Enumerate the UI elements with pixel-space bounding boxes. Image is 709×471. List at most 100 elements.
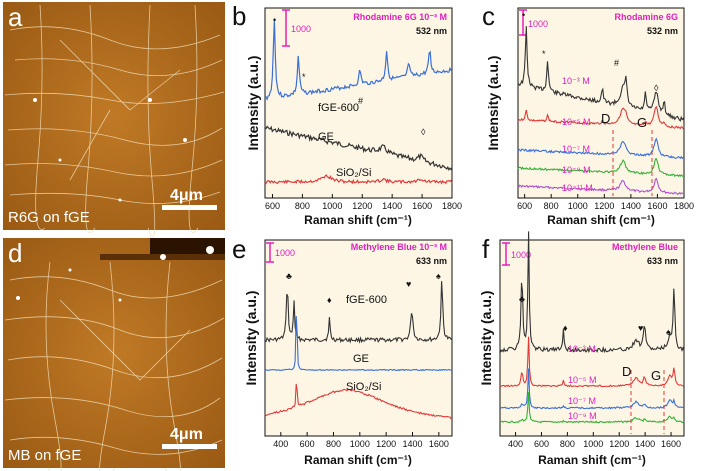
series-label-e-fge600: fGE-600 bbox=[346, 294, 387, 306]
chart-panel-b: b Rhodamine 6G 10⁻³ M 532 nm 1000 fGE-60… bbox=[232, 1, 462, 227]
x-tick-label-e-6: 1600 bbox=[429, 439, 449, 449]
peak-label-e-3: ♠ bbox=[436, 271, 441, 281]
band-label-f-d: D bbox=[622, 364, 631, 379]
x-tick-label-b-0: 600 bbox=[265, 201, 280, 211]
peak-label-f-3: ♠ bbox=[666, 327, 671, 337]
scale-bar-d bbox=[162, 444, 217, 449]
afm-dark-band-d bbox=[150, 238, 225, 254]
afm-particles-a bbox=[33, 98, 187, 202]
x-tick-label-c-3: 1200 bbox=[594, 201, 614, 211]
band-label-f-g: G bbox=[651, 368, 661, 383]
series-label-e-sio2: SiO₂/Si bbox=[346, 381, 381, 393]
wavelength-c: 532 nm bbox=[647, 26, 678, 36]
peak-label-b-1: * bbox=[302, 72, 306, 82]
y-axis-title-f: Intensity (a.u.) bbox=[478, 291, 494, 386]
conc-label-c-4: 10⁻¹¹ M bbox=[562, 183, 593, 193]
plot-area-c bbox=[517, 7, 685, 199]
x-tick-label-c-4: 1400 bbox=[621, 201, 641, 211]
peak-label-f-0: ♣ bbox=[519, 294, 525, 304]
series-f-1e-5 bbox=[499, 336, 685, 388]
caption-a: R6G on fGE bbox=[8, 209, 90, 226]
panel-letter-b: b bbox=[232, 1, 246, 31]
series-f-1e-3 bbox=[499, 231, 685, 354]
x-axis-title-b: Raman shift (cm⁻¹) bbox=[304, 213, 412, 227]
x-tick-label-c-1: 800 bbox=[544, 201, 559, 211]
wavelength-e: 633 nm bbox=[416, 256, 447, 266]
conc-label-c-3: 10⁻⁹ M bbox=[562, 165, 591, 175]
peak-label-e-2: ♥ bbox=[406, 279, 411, 289]
afm-particles-d bbox=[16, 246, 214, 302]
chart-panel-f: f Methylene Blue 633 nm 1000 10⁻³ M 10⁻⁵… bbox=[478, 231, 685, 467]
x-axis-c: 600 800 1000 1200 1400 1600 1800 bbox=[517, 194, 694, 211]
x-tick-label-c-6: 1800 bbox=[674, 201, 694, 211]
series-label-b-ge: GE bbox=[318, 131, 334, 143]
x-tick-label-c-2: 1000 bbox=[568, 201, 588, 211]
x-axis-title-e: Raman shift (cm⁻¹) bbox=[304, 453, 412, 467]
afm-wrinkles-d bbox=[4, 261, 225, 471]
afm-panel-d: d 4μm MB on fGE bbox=[3, 238, 225, 471]
x-tick-label-c-5: 1600 bbox=[647, 201, 667, 211]
series-c-1e-9 bbox=[517, 158, 684, 178]
series-label-b-fge600: fGE-600 bbox=[318, 102, 359, 114]
scale-value-e: 1000 bbox=[275, 248, 295, 258]
x-tick-label-b-1: 800 bbox=[295, 201, 310, 211]
y-axis-title-c: Intensity (a.u.) bbox=[485, 56, 501, 151]
scale-value-f: 1000 bbox=[511, 250, 531, 260]
x-tick-label-b-4: 1400 bbox=[382, 201, 402, 211]
peak-label-c-0: • bbox=[522, 10, 525, 20]
conc-label-f-2: 10⁻⁷ M bbox=[568, 396, 596, 406]
title-b: Rhodamine 6G 10⁻³ M bbox=[353, 12, 447, 22]
x-axis-f: 400 600 800 1000 1200 1400 1600 bbox=[508, 432, 681, 449]
x-tick-label-f-3: 1000 bbox=[583, 439, 603, 449]
conc-label-f-1: 10⁻⁵ M bbox=[568, 375, 597, 385]
x-tick-label-c-0: 600 bbox=[517, 201, 532, 211]
scale-text-a: 4μm bbox=[170, 187, 203, 204]
plot-area-b bbox=[264, 7, 453, 199]
peak-label-b-0: • bbox=[273, 15, 276, 25]
series-f-1e-7 bbox=[499, 368, 685, 410]
series-b-ge bbox=[264, 125, 453, 171]
scale-value-b: 1000 bbox=[291, 24, 311, 34]
series-c-1e-7 bbox=[517, 137, 685, 160]
peak-label-b-3: ◊ bbox=[421, 127, 426, 137]
panel-letter-f: f bbox=[482, 234, 490, 264]
x-axis-b: 600 800 1000 1200 1400 1600 1800 bbox=[265, 194, 462, 211]
panel-letter-e: e bbox=[232, 234, 246, 264]
x-tick-label-b-2: 1000 bbox=[322, 201, 342, 211]
x-tick-label-b-3: 1200 bbox=[352, 201, 372, 211]
x-tick-label-f-2: 800 bbox=[560, 439, 575, 449]
x-tick-label-e-5: 1400 bbox=[402, 439, 422, 449]
series-c-1e-3 bbox=[517, 26, 685, 122]
x-tick-label-e-2: 800 bbox=[326, 439, 341, 449]
x-axis-title-f: Raman shift (cm⁻¹) bbox=[538, 453, 646, 467]
peak-label-e-1: ♦ bbox=[327, 295, 332, 305]
title-c: Rhodamine 6G bbox=[614, 12, 678, 22]
conc-label-c-2: 10⁻⁷ M bbox=[562, 144, 590, 154]
panel-letter-a: a bbox=[8, 2, 23, 32]
series-c-1e-5 bbox=[517, 105, 685, 130]
x-tick-label-b-6: 1800 bbox=[442, 201, 462, 211]
title-f: Methylene Blue bbox=[612, 242, 678, 252]
conc-label-c-1: 10⁻⁵ M bbox=[562, 117, 591, 127]
band-label-c-g: G bbox=[637, 115, 647, 130]
x-tick-label-f-0: 400 bbox=[508, 439, 523, 449]
x-tick-label-f-4: 1200 bbox=[609, 439, 629, 449]
peak-label-e-0: ♣ bbox=[286, 271, 292, 281]
y-axis-title-b: Intensity (a.u.) bbox=[245, 56, 261, 151]
peak-label-c-3: ◊ bbox=[654, 83, 659, 93]
caption-d: MB on fGE bbox=[8, 447, 81, 464]
title-e: Methylene Blue 10⁻³ M bbox=[351, 242, 447, 252]
scale-bar-a bbox=[162, 205, 217, 210]
band-label-c-d: D bbox=[601, 111, 610, 126]
peak-label-f-2: ♥ bbox=[638, 323, 643, 333]
chart-panel-c: c Rhodamine 6G 532 nm 1000 10⁻³ M 10⁻⁵ M… bbox=[482, 1, 694, 227]
peak-label-b-2: # bbox=[358, 96, 363, 106]
x-tick-label-e-3: 1000 bbox=[350, 439, 370, 449]
afm-image-a bbox=[3, 2, 225, 230]
series-c-1e-11 bbox=[517, 177, 685, 196]
panel-letter-c: c bbox=[482, 1, 495, 31]
panel-letter-d: d bbox=[8, 238, 22, 268]
x-axis-e: 400 600 800 1000 1200 1400 1600 bbox=[273, 432, 449, 449]
x-tick-label-e-1: 600 bbox=[300, 439, 315, 449]
